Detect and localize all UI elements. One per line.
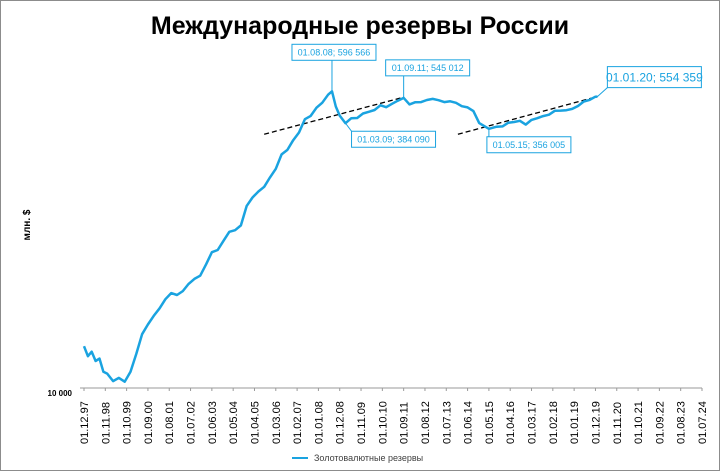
annotation-box — [351, 130, 437, 148]
x-tick-label: 01.10.10 — [377, 401, 389, 444]
x-tick-label: 01.03.17 — [527, 401, 539, 444]
x-tick-label: 01.11.20 — [612, 402, 624, 444]
x-tick-label: 01.12.97 — [79, 401, 91, 444]
annotation-box — [486, 136, 572, 154]
x-tick-label: 01.02.07 — [292, 401, 304, 444]
annotation-label: 01.05.15; 356 005 — [493, 140, 566, 150]
x-tick-label: 01.07.13 — [441, 401, 453, 444]
x-tick-label: 01.10.21 — [633, 401, 645, 444]
annotation-label: 01.08.08; 596 566 — [298, 47, 371, 57]
x-tick-label: 01.06.14 — [463, 401, 475, 444]
x-tick-label: 01.05.15 — [484, 401, 496, 444]
x-tick-label: 01.02.18 — [548, 401, 560, 444]
annotation-label: 01.09.11; 545 012 — [392, 63, 464, 73]
annotations: 01.08.08; 596 566 01.09.11; 545 012 01.03.… — [291, 43, 703, 154]
x-tick-label: 01.01.08 — [313, 401, 325, 444]
annotation-label: 01.03.09; 384 090 — [357, 134, 430, 144]
x-tick-label: 01.09.00 — [143, 401, 155, 444]
legend: Золотовалютные резервы — [292, 453, 423, 463]
x-tick-label: 01.09.22 — [654, 401, 666, 444]
chart-title: Международные резервы России — [150, 12, 570, 40]
y-axis-label: млн. $ — [22, 209, 33, 240]
x-tick-label: 01.04.16 — [505, 401, 517, 444]
x-tick-label: 01.08.23 — [676, 401, 688, 444]
x-tick-label: 01.06.03 — [207, 401, 219, 444]
annotation-box — [606, 66, 702, 89]
x-tick-label: 01.04.05 — [249, 401, 261, 444]
annotation-label: 01.01.20; 554 359 — [606, 70, 703, 84]
annotation-box — [385, 59, 471, 77]
x-tick-label: 01.07.24 — [697, 401, 709, 444]
legend-swatch — [292, 457, 308, 459]
x-tick-label: 01.08.12 — [420, 401, 432, 444]
x-tick-label: 01.01.19 — [569, 401, 581, 444]
trendlines — [264, 95, 598, 135]
x-tick-label: 01.07.02 — [186, 401, 198, 444]
series-line — [82, 90, 598, 383]
trendline — [264, 96, 404, 135]
axes: 10 000 млн. $ 01.12.97 01.11.98 01.10.99 01.0… — [22, 209, 709, 444]
annotation-leader — [345, 122, 352, 132]
x-tick-label: 01.11.09 — [356, 402, 368, 444]
x-tick-label: 01.11.98 — [100, 402, 112, 444]
x-tick-label: 01.12.08 — [335, 401, 347, 444]
annotation-box — [291, 43, 377, 61]
x-tick-label: 01.12.19 — [590, 401, 602, 444]
trendline — [457, 95, 598, 135]
y-tick-label: 10 000 — [48, 389, 73, 398]
annotation-leader — [597, 87, 608, 97]
x-tick-label: 01.03.06 — [271, 401, 283, 444]
x-tick-label: 01.10.99 — [122, 401, 134, 444]
x-tick-label: 01.05.04 — [228, 401, 240, 444]
legend-label: Золотовалютные резервы — [314, 453, 424, 463]
series-layer — [82, 90, 598, 383]
x-tick-label: 01.09.11 — [399, 402, 411, 444]
x-tick-label: 01.08.01 — [164, 401, 176, 444]
